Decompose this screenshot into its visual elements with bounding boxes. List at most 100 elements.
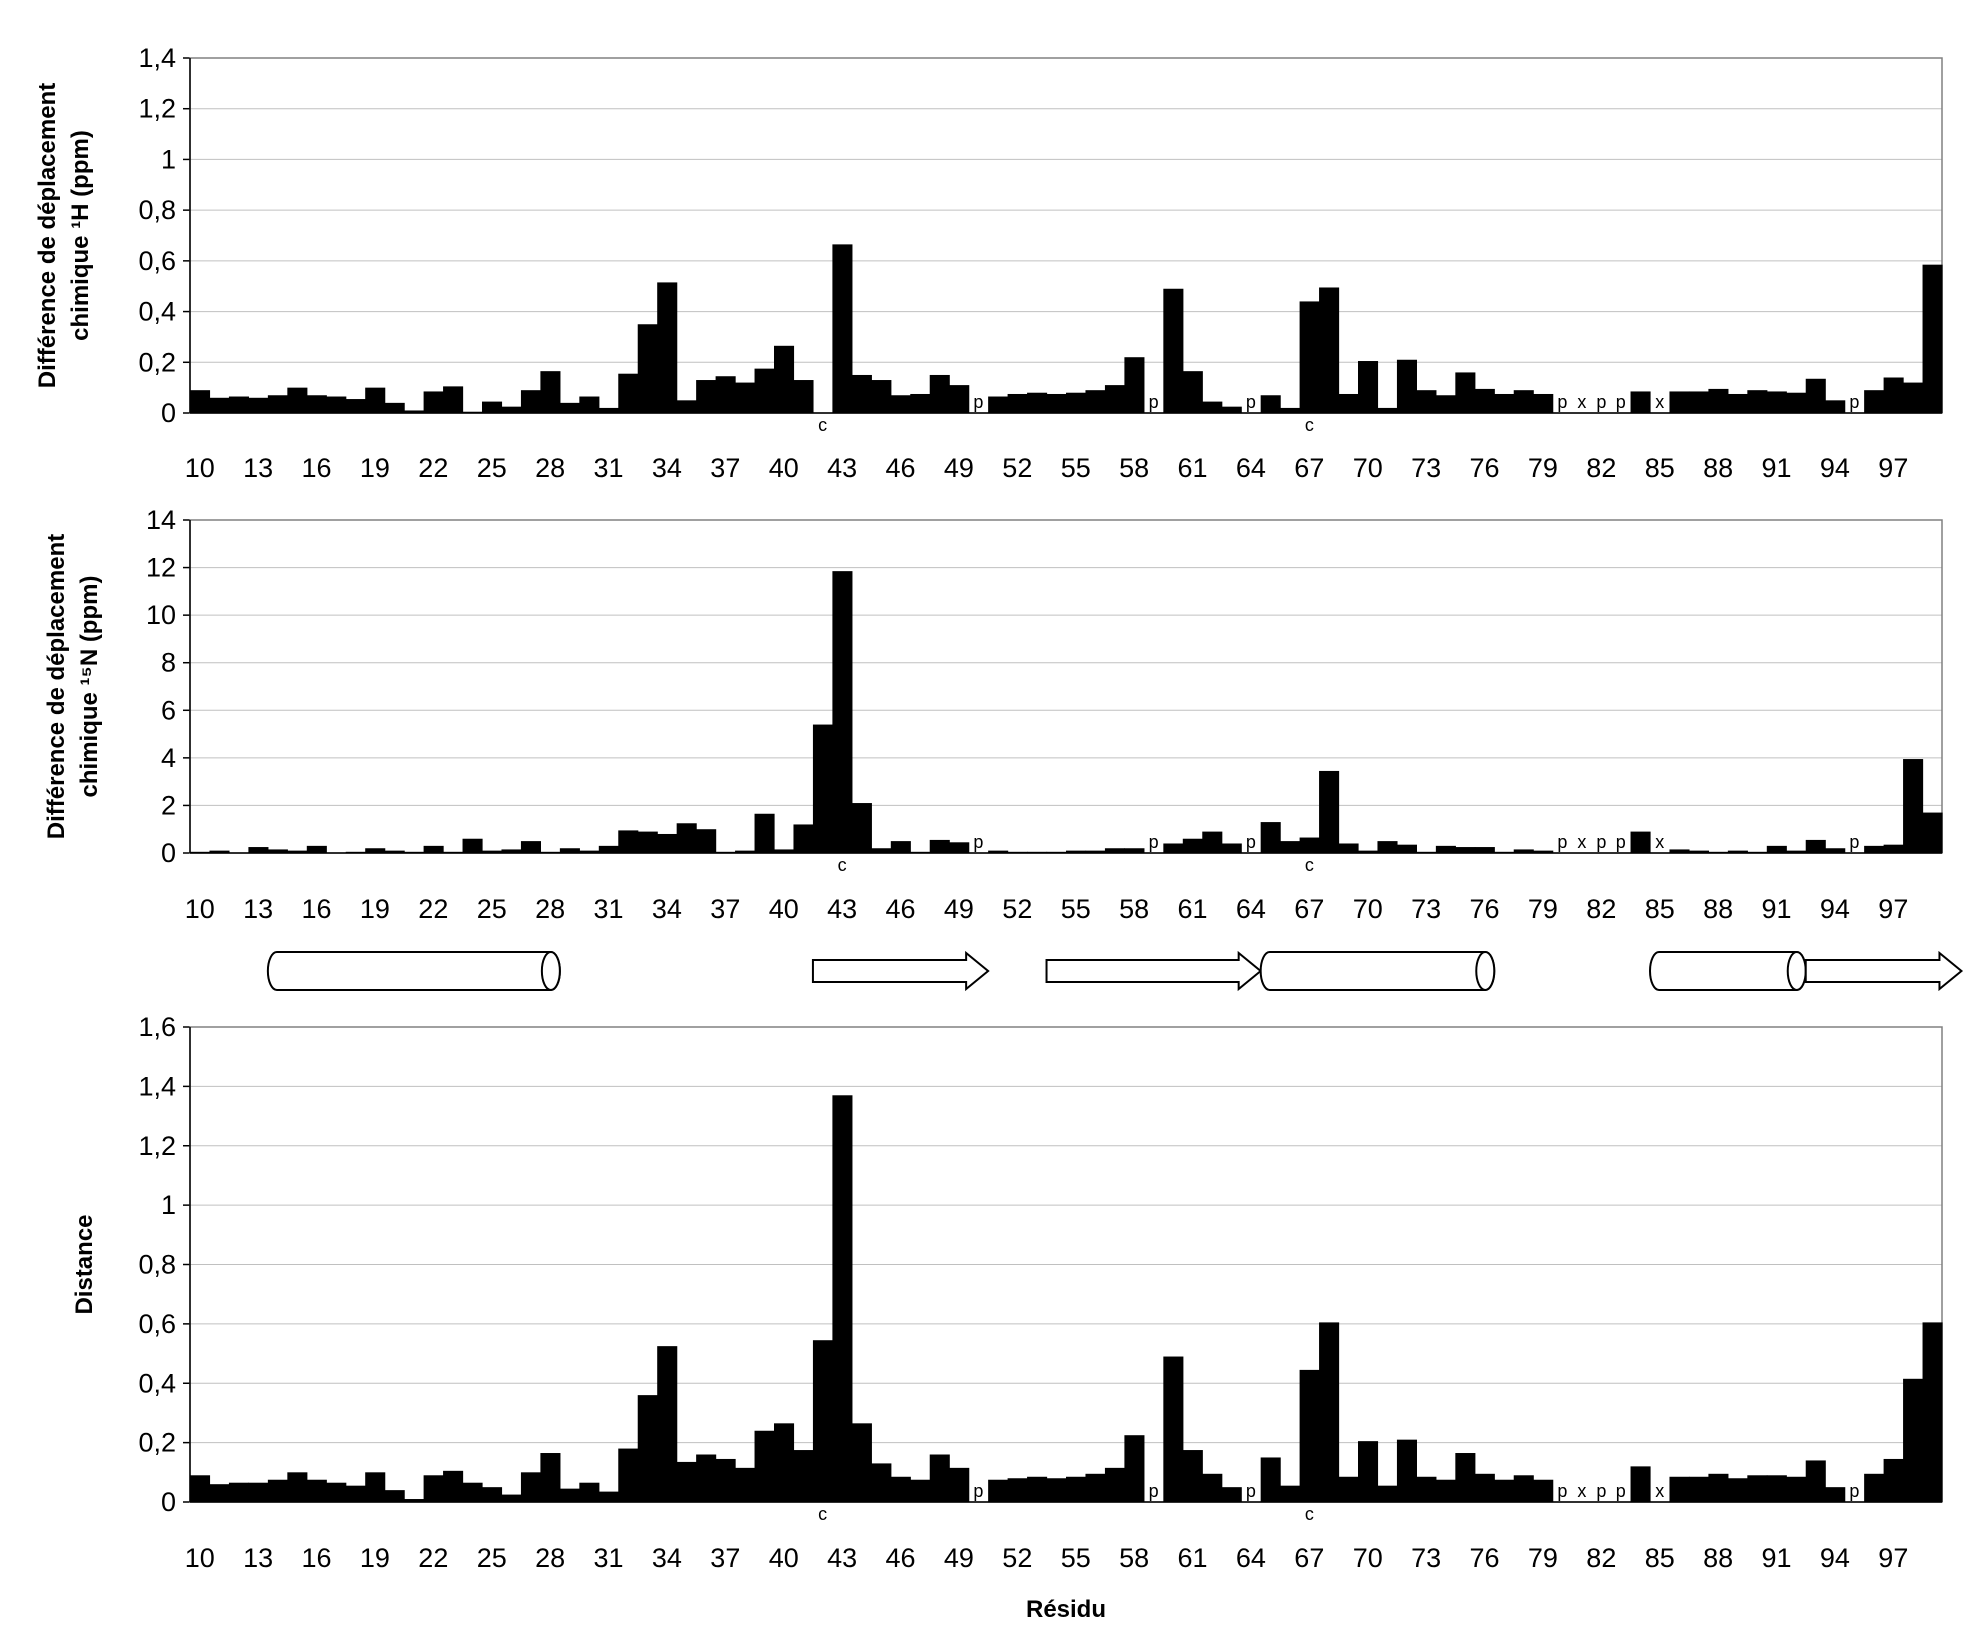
bar-residue-17: [326, 396, 347, 413]
bar-residue-30: [579, 396, 600, 413]
residue-annotation: c: [1305, 855, 1314, 875]
bar-residue-70: [1358, 850, 1379, 853]
x-tick-label: 40: [769, 1543, 799, 1573]
bar-residue-99: [1922, 1322, 1943, 1502]
bar-residue-76: [1474, 1473, 1495, 1502]
bar-residue-89: [1727, 1478, 1748, 1502]
bar-residue-71: [1377, 1485, 1398, 1502]
bar-residue-96: [1864, 1473, 1885, 1502]
bar-residue-40: [774, 345, 795, 413]
bar-residue-30: [579, 850, 600, 853]
bar-residue-60: [1163, 843, 1184, 853]
bar-residue-16: [306, 395, 327, 413]
bar-residue-21: [404, 1499, 425, 1502]
helix-cylinder: [266, 951, 561, 991]
x-tick-label: 85: [1645, 1543, 1675, 1573]
bar-residue-18: [345, 1485, 366, 1502]
bar-residue-29: [559, 848, 580, 853]
bar-residue-55: [1066, 1476, 1087, 1502]
strand-arrow: [1045, 950, 1263, 992]
x-tick-label: 91: [1762, 894, 1792, 924]
x-tick-label: 13: [243, 453, 273, 483]
x-tick-label: 94: [1820, 894, 1850, 924]
helix-cylinder-end: [1475, 951, 1496, 991]
residue-annotation: x: [1655, 1481, 1664, 1501]
bar-residue-61: [1182, 838, 1203, 853]
residue-annotation: p: [973, 832, 983, 852]
x-tick-label: 16: [302, 453, 332, 483]
x-tick-label: 22: [418, 453, 448, 483]
bar-residue-34: [657, 282, 678, 413]
y-tick-label: 12: [146, 553, 176, 583]
x-tick-label: 19: [360, 1543, 390, 1573]
bar-residue-42: [812, 1340, 833, 1502]
bar-residue-49: [949, 1467, 970, 1502]
residue-annotation: p: [1596, 392, 1606, 412]
y-tick-label: 0,6: [138, 1309, 176, 1339]
y-axis-label: chimique ¹⁵N (ppm): [76, 576, 103, 798]
bar-residue-33: [637, 831, 658, 853]
residue-annotation: c: [818, 1504, 827, 1524]
y-tick-label: 0,8: [138, 1250, 176, 1280]
bar-residue-11: [209, 397, 230, 413]
bar-residue-25: [482, 850, 503, 853]
bar-residue-43: [832, 244, 853, 413]
y-tick-label: 1: [161, 144, 176, 174]
bar-residue-15: [287, 387, 308, 413]
bar-residue-11: [209, 1484, 230, 1502]
bar-residue-38: [735, 850, 756, 853]
bar-residue-46: [890, 841, 911, 853]
y-tick-label: 1: [161, 1190, 176, 1220]
bar-residue-32: [618, 1448, 639, 1502]
bar-residue-96: [1864, 845, 1885, 853]
x-tick-label: 82: [1586, 1543, 1616, 1573]
x-tick-label: 94: [1820, 1543, 1850, 1573]
bar-residue-92: [1786, 392, 1807, 413]
y-tick-label: 0: [161, 838, 176, 868]
bar-residue-31: [598, 1491, 619, 1502]
bar-residue-55: [1066, 392, 1087, 413]
bar-residue-31: [598, 407, 619, 413]
bar-residue-66: [1280, 841, 1301, 853]
x-tick-label: 70: [1353, 453, 1383, 483]
bar-residue-13: [248, 1482, 269, 1502]
helix-cylinder: [1259, 951, 1496, 991]
bar-residue-66: [1280, 1485, 1301, 1502]
bar-residue-89: [1727, 393, 1748, 413]
bar-residue-67: [1299, 301, 1320, 413]
x-tick-label: 64: [1236, 1543, 1266, 1573]
bar-residue-51: [988, 396, 1009, 413]
bar-residue-71: [1377, 407, 1398, 413]
bar-residue-37: [715, 1458, 736, 1502]
bar-residue-68: [1319, 287, 1340, 413]
x-tick-label: 40: [769, 894, 799, 924]
x-tick-label: 61: [1178, 894, 1208, 924]
bar-residue-75: [1455, 1453, 1476, 1502]
y-tick-label: 1,2: [138, 1131, 176, 1161]
bar-residue-69: [1338, 843, 1359, 853]
residue-annotation: x: [1577, 832, 1586, 852]
bar-residue-73: [1416, 1476, 1437, 1502]
bar-residue-76: [1474, 388, 1495, 413]
bar-residue-92: [1786, 850, 1807, 853]
residue-annotation: p: [1616, 1481, 1626, 1501]
bar-residue-56: [1085, 1473, 1106, 1502]
strand-arrow: [811, 950, 990, 992]
bar-residue-47: [910, 393, 931, 413]
bar-residue-91: [1766, 391, 1787, 413]
bar-residue-63: [1221, 406, 1242, 413]
bar-residue-56: [1085, 390, 1106, 413]
bar-residue-24: [462, 838, 483, 853]
bar-residue-43: [832, 571, 853, 853]
x-tick-label: 97: [1878, 1543, 1908, 1573]
residue-annotation: p: [1149, 392, 1159, 412]
x-tick-label: 97: [1878, 894, 1908, 924]
x-tick-label: 34: [652, 453, 682, 483]
bar-residue-66: [1280, 407, 1301, 413]
residue-annotation: p: [1557, 392, 1567, 412]
x-tick-label: 49: [944, 453, 974, 483]
chart-panel-distance: 0 0,2 0,4 0,6 0,8 1 1,2 1,4 1,6 10 13 16 19 22 25 28 31 3…: [71, 1012, 1943, 1573]
residue-annotation: x: [1655, 392, 1664, 412]
bar-residue-26: [501, 849, 522, 853]
